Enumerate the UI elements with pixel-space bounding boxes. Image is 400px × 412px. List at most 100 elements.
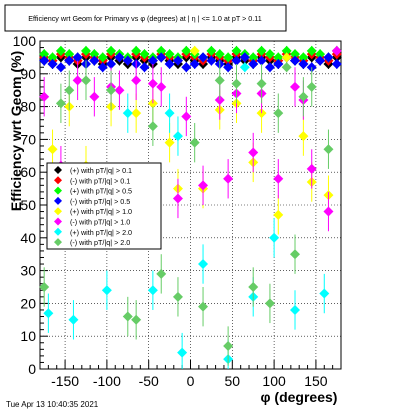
data-point [131, 45, 142, 56]
legend-label: (+) with pT/|q| > 0.1 [70, 166, 132, 175]
data-point [106, 45, 117, 56]
data-point [290, 249, 301, 260]
legend-label: (+) with pT/|q| > 1.0 [70, 207, 132, 216]
data-point [331, 45, 342, 56]
data-point [47, 58, 58, 69]
data-point [101, 285, 112, 296]
data-point [156, 52, 167, 63]
data-point [248, 282, 259, 292]
data-point [214, 75, 225, 86]
data-point [43, 308, 54, 319]
data-point [89, 55, 100, 66]
data-point [248, 147, 259, 158]
data-point [64, 49, 75, 60]
legend-marker [54, 217, 62, 226]
data-point [106, 58, 117, 69]
data-point [223, 62, 234, 73]
data-point [298, 58, 309, 69]
data-point [239, 52, 250, 63]
data-point [281, 52, 292, 63]
data-point [164, 49, 175, 60]
data-point [172, 193, 183, 204]
legend-marker [54, 176, 62, 185]
y-axis-label: Efficiency wrt Geom (%) [8, 51, 24, 211]
data-point [198, 52, 209, 63]
data-point [298, 52, 309, 63]
data-point [264, 298, 275, 309]
data-point [39, 55, 50, 66]
data-point [290, 304, 301, 315]
data-point [306, 163, 317, 174]
data-point [164, 58, 175, 69]
data-point [131, 108, 142, 119]
data-point [156, 45, 167, 56]
data-point [114, 85, 125, 96]
data-point [156, 81, 167, 92]
data-point [256, 45, 267, 56]
legend-label: (+) with pT/|q| > 2.0 [70, 228, 132, 237]
data-point [55, 98, 66, 109]
data-point [181, 62, 192, 73]
data-point [223, 341, 234, 352]
x-axis-label: φ (degrees) [261, 389, 338, 405]
data-point [223, 52, 234, 63]
timestamp: Tue Apr 13 10:40:35 2021 [6, 400, 99, 409]
data-point [147, 121, 158, 132]
data-point [64, 85, 75, 96]
data-point [198, 259, 209, 270]
x-tick-label: -100 [93, 373, 121, 389]
data-point [273, 52, 284, 63]
data-point [147, 78, 158, 89]
data-point [164, 137, 175, 148]
data-point [273, 108, 284, 119]
series-3 [39, 45, 342, 63]
data-point [264, 62, 275, 73]
data-point [281, 62, 292, 73]
data-point [223, 173, 234, 184]
y-tick-label: 60 [20, 164, 36, 180]
data-point [323, 52, 334, 63]
y-tick-label: 0 [28, 361, 36, 377]
legend-marker [54, 238, 62, 247]
data-point [189, 45, 200, 56]
legend-box [46, 162, 162, 250]
data-point [55, 45, 66, 56]
data-point [315, 49, 326, 60]
data-point [315, 55, 326, 66]
data-point [198, 180, 209, 191]
data-point [331, 58, 342, 69]
data-point [231, 55, 242, 66]
series-4 [39, 52, 342, 73]
data-point [164, 108, 175, 119]
x-tick-label: -150 [51, 373, 79, 389]
data-point [156, 268, 167, 279]
data-point [231, 45, 242, 56]
y-tick-label: 30 [20, 263, 36, 279]
data-point [106, 85, 117, 96]
x-tick-label: 100 [262, 373, 286, 389]
data-point [290, 55, 301, 66]
data-point [97, 52, 108, 63]
legend-label: (+) with pT/|q| > 0.5 [70, 187, 132, 196]
legend-label: (-) with pT/|q| > 2.0 [70, 238, 130, 247]
y-axis-ticks: 0 10 20 30 40 50 60 70 80 90 100 [13, 33, 48, 377]
data-point [47, 52, 58, 63]
data-point [319, 288, 330, 299]
data-point [39, 91, 50, 102]
legend: (+) with pT/|q| > 0.1(-) with pT/|q| > 0… [46, 162, 162, 250]
data-point [181, 111, 192, 122]
data-point [47, 144, 58, 155]
data-point [114, 52, 125, 63]
data-point [206, 45, 217, 56]
data-point [177, 347, 188, 358]
data-point [172, 291, 183, 302]
data-point [264, 49, 275, 60]
x-tick-label: 150 [304, 373, 328, 389]
data-point [147, 285, 158, 296]
data-point [248, 58, 259, 69]
data-point [273, 209, 284, 220]
grid [40, 41, 341, 369]
data-point [256, 55, 267, 66]
y-tick-label: 70 [20, 131, 36, 147]
